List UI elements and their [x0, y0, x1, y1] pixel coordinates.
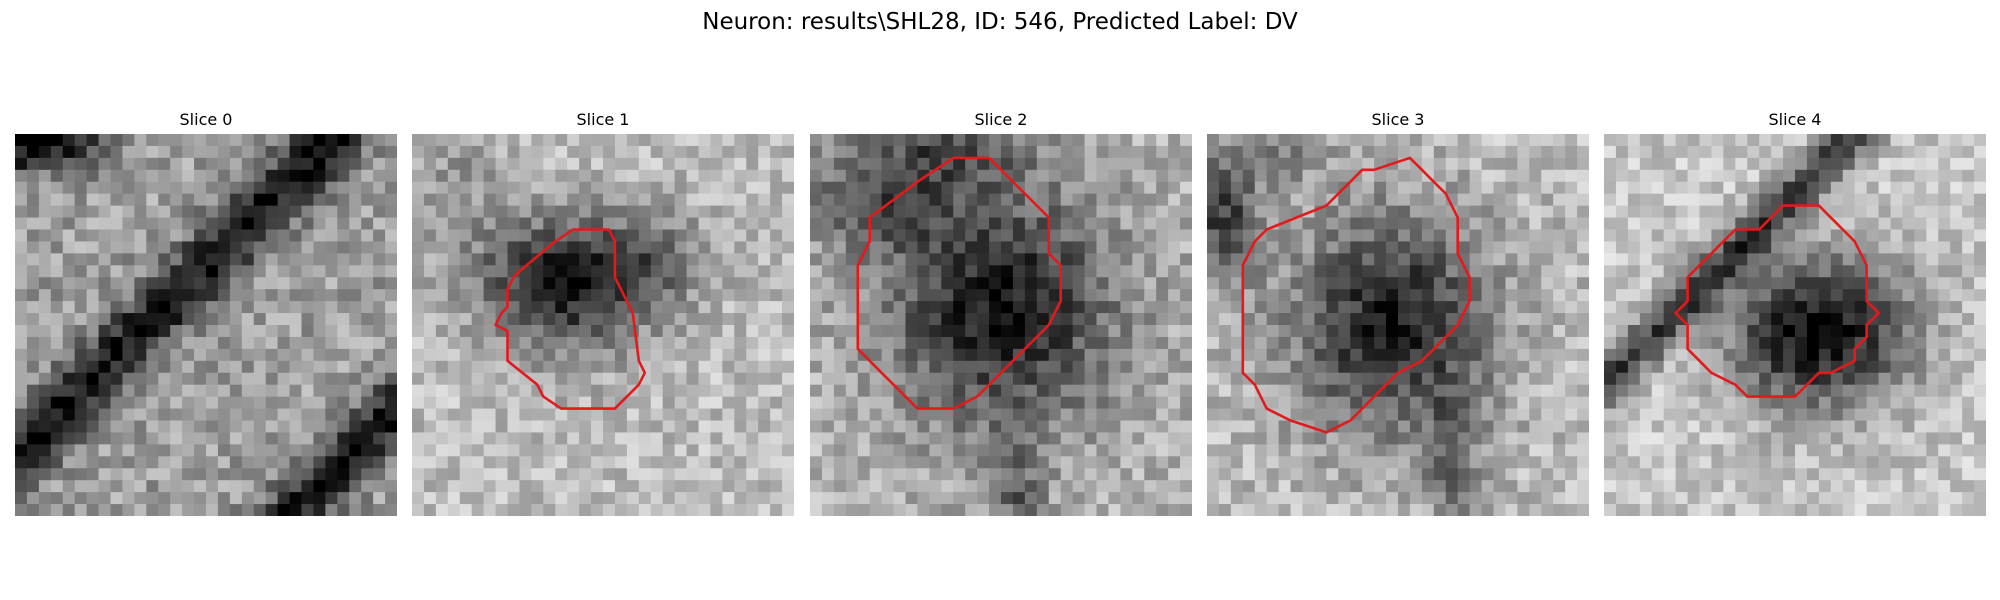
- slice-1-image: [412, 134, 794, 516]
- slice-2-title: Slice 2: [810, 110, 1192, 129]
- slice-0-title: Slice 0: [15, 110, 397, 129]
- pixel-grid: [1604, 134, 1986, 516]
- figure-title: Neuron: results\SHL28, ID: 546, Predicte…: [0, 9, 2000, 35]
- slice-1-title: Slice 1: [412, 110, 794, 129]
- slice-3-image: [1207, 134, 1589, 516]
- slice-3-title: Slice 3: [1207, 110, 1589, 129]
- slice-4-image: [1604, 134, 1986, 516]
- slice-0-image: [15, 134, 397, 516]
- pixel-grid: [1207, 134, 1589, 516]
- pixel-grid: [412, 134, 794, 516]
- pixel-grid: [15, 134, 397, 516]
- slice-4-title: Slice 4: [1604, 110, 1986, 129]
- pixel-grid: [810, 134, 1192, 516]
- slice-2-image: [810, 134, 1192, 516]
